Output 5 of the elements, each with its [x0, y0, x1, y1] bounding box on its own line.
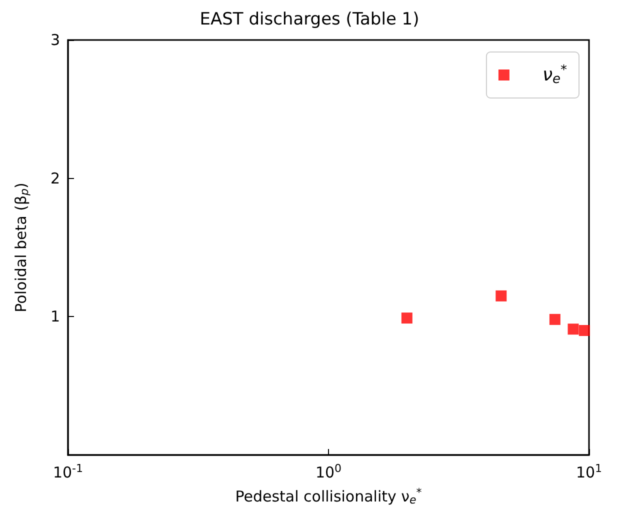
y-axis-title: Poloidal beta (βp) [12, 182, 31, 312]
y-tick-label: 2 [50, 169, 60, 188]
y-tick-label: 3 [50, 31, 60, 49]
y-tick-label: 1 [50, 308, 60, 326]
chart-title: EAST discharges (Table 1) [200, 10, 420, 30]
